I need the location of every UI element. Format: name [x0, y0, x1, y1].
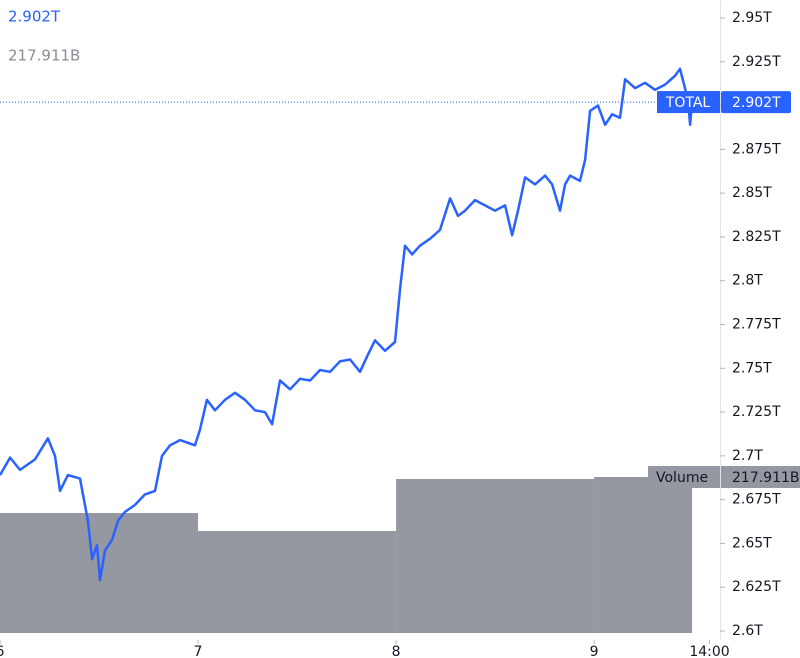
price-line — [0, 67, 694, 582]
plot-area — [0, 67, 720, 633]
y-tick-label: 2.6T — [732, 623, 763, 639]
volume-name: Volume — [656, 470, 708, 486]
y-tick-label: 2.925T — [732, 54, 781, 70]
last-value-badge — [721, 91, 791, 114]
series-name: TOTAL — [665, 95, 711, 111]
x-tick-label: 6 — [0, 644, 5, 658]
y-tick-label: 2.65T — [732, 535, 772, 551]
y-tick-label: 2.875T — [732, 141, 781, 157]
volume-name-badge — [648, 466, 720, 488]
y-tick-label: 2.75T — [732, 360, 772, 376]
header-volume: 217.911B — [8, 47, 80, 65]
y-tick-label: 2.775T — [732, 317, 781, 333]
volume-bar — [594, 477, 693, 633]
volume-value-label: 217.911B — [732, 470, 800, 486]
y-tick-label: 2.7T — [732, 448, 763, 464]
x-tick-label: 8 — [392, 644, 401, 658]
y-tick-label: 2.825T — [732, 229, 781, 245]
x-tick-label: 9 — [590, 644, 599, 658]
x-tick-label: 7 — [194, 644, 203, 658]
volume-bar — [198, 530, 397, 633]
y-tick-label: 2.85T — [732, 185, 772, 201]
y-tick-label: 2.725T — [732, 404, 781, 420]
y-tick-label: 2.8T — [732, 273, 763, 289]
series-name-badge — [657, 91, 720, 114]
last-value-label: 2.902T — [732, 95, 781, 111]
x-tick-label: 14:00 — [689, 644, 729, 658]
y-tick-label: 2.95T — [732, 10, 772, 26]
header-price: 2.902T — [8, 8, 61, 26]
volume-bar — [396, 479, 595, 633]
y-tick-label: 2.675T — [732, 492, 781, 508]
volume-value-badge — [721, 466, 800, 488]
y-tick-label: 2.625T — [732, 579, 781, 595]
